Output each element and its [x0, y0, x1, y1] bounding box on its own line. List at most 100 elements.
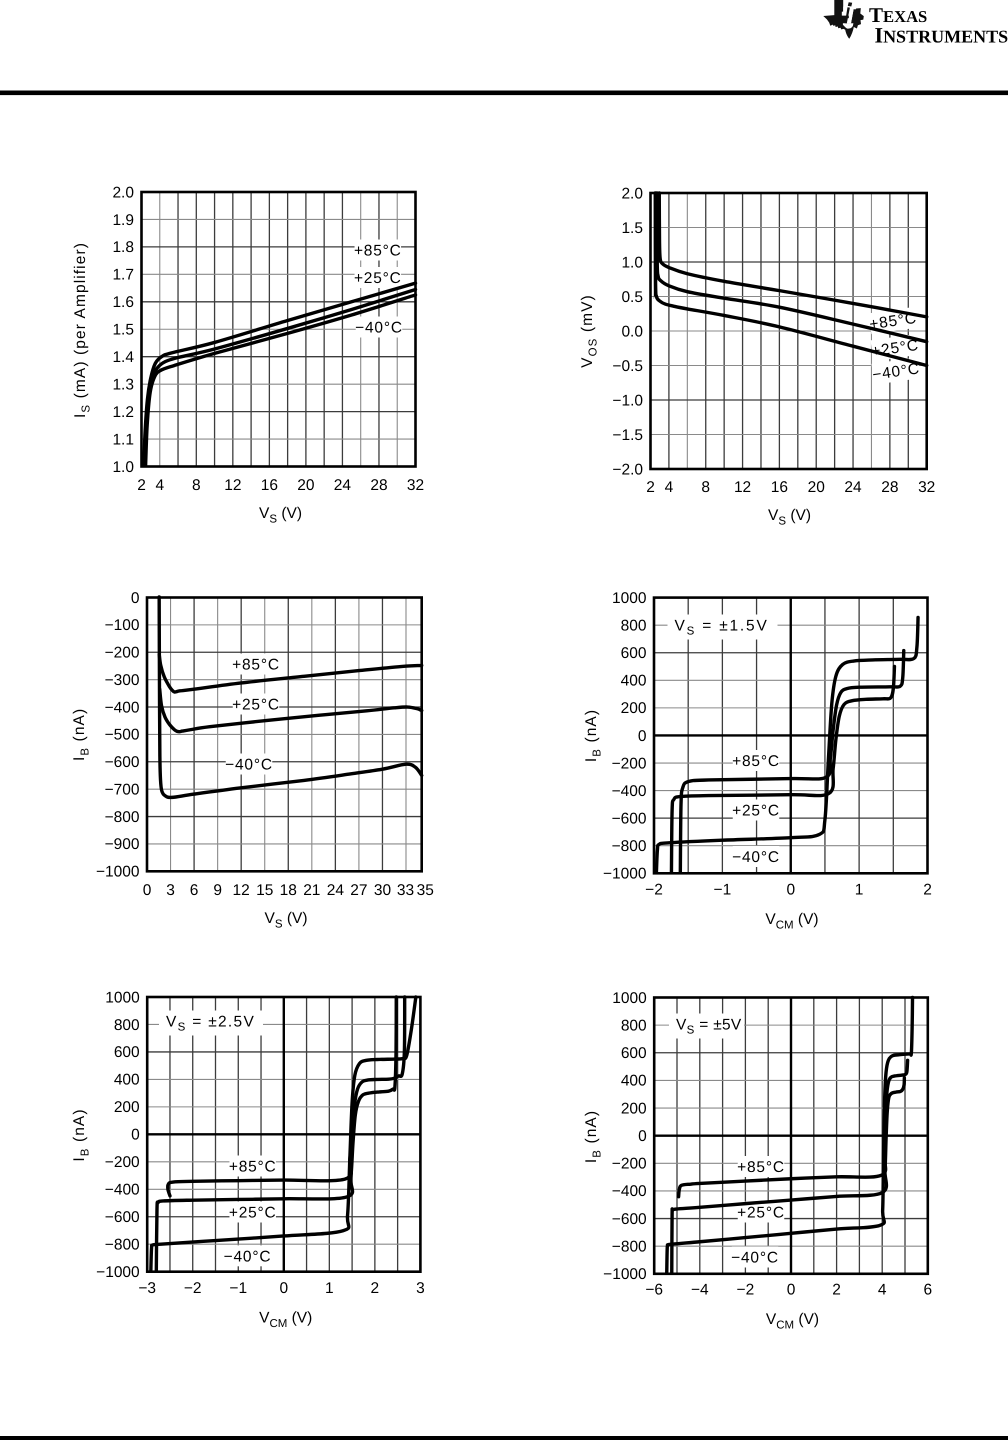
- svg-text:−400: −400: [105, 699, 140, 716]
- svg-text:−800: −800: [612, 1238, 647, 1255]
- svg-text:−1000: −1000: [96, 864, 140, 881]
- svg-text:IB (nA): IB (nA): [583, 709, 604, 762]
- svg-text:0: 0: [638, 728, 647, 745]
- svg-text:+85°C: +85°C: [354, 243, 402, 260]
- svg-text:−0.5: −0.5: [612, 358, 643, 375]
- svg-text:28: 28: [370, 477, 387, 494]
- svg-text:2: 2: [923, 882, 932, 899]
- svg-text:−40°C: −40°C: [731, 1250, 779, 1267]
- svg-text:VS (V): VS (V): [259, 505, 302, 526]
- svg-text:16: 16: [771, 479, 788, 496]
- svg-text:0: 0: [143, 882, 152, 899]
- svg-text:400: 400: [114, 1072, 140, 1089]
- svg-text:−2: −2: [737, 1281, 755, 1298]
- svg-text:−900: −900: [105, 836, 140, 853]
- svg-text:400: 400: [621, 1073, 647, 1090]
- svg-text:16: 16: [261, 477, 278, 494]
- svg-text:+25°C: +25°C: [732, 803, 780, 820]
- svg-text:−40°C: −40°C: [871, 360, 921, 383]
- svg-text:2: 2: [832, 1281, 841, 1298]
- svg-text:9: 9: [213, 882, 222, 899]
- svg-text:0: 0: [131, 1127, 140, 1144]
- svg-text:200: 200: [621, 1100, 647, 1117]
- svg-text:0.0: 0.0: [621, 323, 643, 340]
- svg-text:VS (V): VS (V): [768, 507, 811, 528]
- svg-text:−6: −6: [645, 1281, 663, 1298]
- svg-text:1: 1: [325, 1280, 334, 1297]
- svg-text:4: 4: [878, 1281, 887, 1298]
- svg-text:+85°C: +85°C: [737, 1159, 785, 1176]
- svg-text:+25°C: +25°C: [737, 1205, 785, 1222]
- svg-text:600: 600: [114, 1044, 140, 1061]
- svg-text:2: 2: [646, 479, 655, 496]
- svg-text:1.5: 1.5: [112, 322, 134, 339]
- svg-text:200: 200: [621, 700, 647, 717]
- svg-text:−800: −800: [105, 1237, 140, 1254]
- svg-text:4: 4: [665, 479, 674, 496]
- svg-text:VS = ±1.5V: VS = ±1.5V: [675, 618, 769, 638]
- svg-text:−1: −1: [714, 882, 732, 899]
- svg-text:−40°C: −40°C: [224, 1248, 272, 1265]
- svg-text:−800: −800: [105, 809, 140, 826]
- svg-text:+25°C: +25°C: [870, 337, 920, 360]
- svg-text:4: 4: [155, 477, 164, 494]
- svg-text:3: 3: [416, 1280, 425, 1297]
- svg-text:32: 32: [407, 477, 424, 494]
- svg-text:1000: 1000: [612, 590, 647, 607]
- svg-text:+85°C: +85°C: [229, 1159, 277, 1176]
- svg-text:−2: −2: [645, 882, 663, 899]
- svg-text:800: 800: [621, 1017, 647, 1034]
- svg-text:+25°C: +25°C: [354, 270, 402, 287]
- svg-text:−40°C: −40°C: [732, 849, 780, 866]
- svg-text:VOS (mV): VOS (mV): [579, 294, 600, 368]
- svg-text:30: 30: [374, 882, 392, 899]
- svg-text:−300: −300: [105, 672, 140, 689]
- svg-text:−1000: −1000: [603, 1266, 647, 1283]
- svg-text:1.8: 1.8: [112, 239, 134, 256]
- svg-text:0.5: 0.5: [621, 289, 643, 306]
- svg-text:−2.0: −2.0: [612, 461, 643, 478]
- svg-text:28: 28: [881, 479, 898, 496]
- svg-text:VS = ±2.5V: VS = ±2.5V: [166, 1014, 255, 1034]
- svg-text:1.0: 1.0: [112, 459, 134, 476]
- svg-text:−40°C: −40°C: [355, 320, 403, 337]
- svg-text:−600: −600: [612, 1211, 647, 1228]
- svg-text:+25°C: +25°C: [232, 697, 280, 714]
- svg-text:1.2: 1.2: [112, 404, 134, 421]
- svg-text:−700: −700: [105, 781, 140, 798]
- svg-text:12: 12: [233, 882, 250, 899]
- svg-text:20: 20: [297, 477, 315, 494]
- svg-text:VCM (V): VCM (V): [766, 1311, 819, 1332]
- svg-text:−4: −4: [691, 1281, 709, 1298]
- svg-text:27: 27: [350, 882, 367, 899]
- svg-text:−200: −200: [612, 755, 647, 772]
- svg-text:35: 35: [417, 882, 434, 899]
- svg-text:−100: −100: [105, 617, 140, 634]
- svg-text:200: 200: [114, 1099, 140, 1116]
- svg-text:−200: −200: [612, 1156, 647, 1173]
- svg-text:VCM (V): VCM (V): [259, 1310, 312, 1331]
- svg-text:400: 400: [621, 673, 647, 690]
- svg-text:32: 32: [918, 479, 935, 496]
- svg-text:1.3: 1.3: [112, 376, 134, 393]
- svg-text:8: 8: [192, 477, 201, 494]
- svg-text:TEXAS: TEXAS: [869, 3, 927, 27]
- svg-text:+85°C: +85°C: [732, 753, 780, 770]
- svg-text:800: 800: [621, 617, 647, 634]
- svg-text:VCM (V): VCM (V): [765, 911, 818, 932]
- svg-text:−1: −1: [229, 1280, 247, 1297]
- svg-text:2: 2: [137, 477, 146, 494]
- svg-text:18: 18: [280, 882, 297, 899]
- svg-text:0: 0: [786, 882, 795, 899]
- svg-text:3: 3: [166, 882, 175, 899]
- svg-text:−3: −3: [138, 1280, 156, 1297]
- svg-text:IB (nA): IB (nA): [71, 708, 92, 761]
- svg-text:+85°C: +85°C: [868, 310, 918, 333]
- svg-text:24: 24: [327, 882, 345, 899]
- svg-text:1000: 1000: [105, 989, 140, 1006]
- svg-text:−200: −200: [105, 645, 140, 662]
- svg-text:0: 0: [638, 1128, 647, 1145]
- svg-text:+25°C: +25°C: [229, 1205, 277, 1222]
- svg-text:2.0: 2.0: [112, 184, 134, 201]
- svg-text:1.5: 1.5: [621, 220, 643, 237]
